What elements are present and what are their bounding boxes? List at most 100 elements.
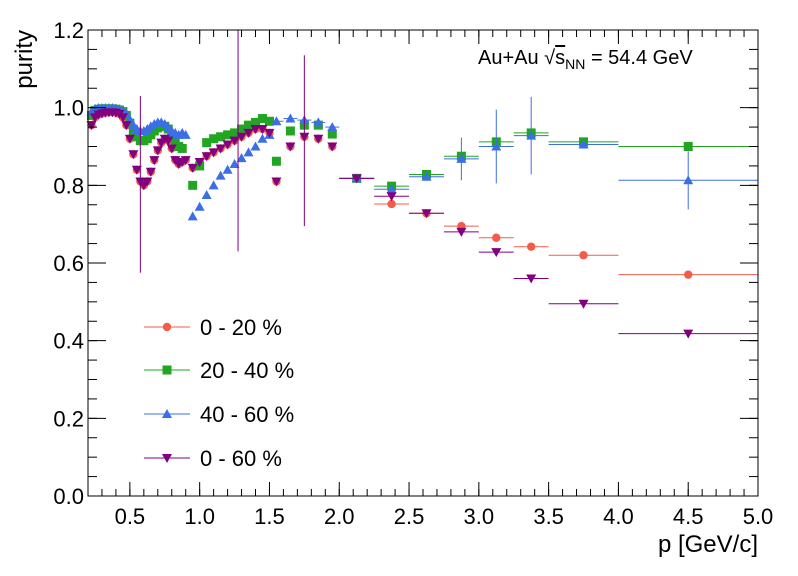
x-tick-label: 3.0 <box>464 504 495 529</box>
data-point <box>117 113 128 123</box>
data-point <box>243 147 254 157</box>
data-point <box>683 175 694 185</box>
annotation-s: s <box>555 47 565 69</box>
data-point <box>215 144 226 154</box>
data-point <box>166 144 177 154</box>
data-point <box>121 121 132 131</box>
data-point <box>257 133 268 143</box>
x-tick-label: 2.5 <box>394 504 425 529</box>
data-point <box>163 136 174 146</box>
x-tick-label: 0.5 <box>115 504 146 529</box>
data-point <box>222 140 233 150</box>
legend-marker <box>162 409 172 418</box>
legend: 0 - 20 % 20 - 40 % 40 - 60 % 0 - 60 % <box>144 315 294 471</box>
data-point <box>216 132 226 142</box>
legend-label: 0 - 20 % <box>200 315 282 340</box>
data-point <box>421 209 432 219</box>
data-point <box>387 199 396 209</box>
annotation-sqrt: √ <box>544 47 555 69</box>
y-tick-label: 0.4 <box>53 329 84 354</box>
data-point <box>131 165 142 175</box>
data-point <box>257 114 267 124</box>
data-point <box>188 180 198 190</box>
data-point <box>86 121 97 131</box>
data-point <box>194 158 205 168</box>
data-point <box>526 274 537 284</box>
legend-label: 0 - 60 % <box>200 446 282 471</box>
plot-marks <box>86 30 758 339</box>
data-point <box>208 148 219 158</box>
data-point <box>180 129 191 139</box>
data-point <box>327 129 337 139</box>
data-point <box>421 171 432 181</box>
x-tick-label: 1.5 <box>254 504 285 529</box>
data-point <box>684 270 693 279</box>
data-point <box>578 299 589 309</box>
data-point <box>264 128 275 138</box>
data-point <box>271 116 282 126</box>
data-point <box>491 141 502 151</box>
data-point <box>313 117 324 127</box>
data-point <box>187 163 198 173</box>
legend-marker <box>162 322 172 332</box>
data-point <box>124 134 135 144</box>
data-point <box>243 128 254 138</box>
legend-item: 0 - 60 % <box>144 446 282 471</box>
data-point <box>579 251 588 260</box>
data-point <box>202 138 212 148</box>
y-tick-label: 1.0 <box>53 96 84 121</box>
data-point <box>285 142 296 152</box>
data-point <box>386 184 397 194</box>
data-point <box>244 120 254 130</box>
legend-label: 20 - 40 % <box>200 358 294 383</box>
series-3 <box>86 30 758 339</box>
data-point <box>194 201 205 211</box>
x-axis-title: p [GeV/c] <box>658 531 758 558</box>
legend-label: 40 - 60 % <box>200 402 294 427</box>
data-point <box>215 170 226 180</box>
data-point <box>149 156 160 166</box>
data-point <box>683 142 693 151</box>
annotation-suffix: = 54.4 GeV <box>585 47 693 69</box>
data-point <box>177 143 187 153</box>
data-point <box>683 329 694 339</box>
data-point <box>491 248 502 258</box>
data-point <box>187 211 198 221</box>
legend-marker <box>162 454 172 463</box>
data-point <box>271 177 282 187</box>
x-tick-label: 4.0 <box>603 504 634 529</box>
data-point <box>230 128 240 138</box>
legend-marker <box>162 365 172 375</box>
collision-annotation: Au+Au √sNN = 54.4 GeV <box>478 47 693 72</box>
y-tick-label: 0.8 <box>53 173 84 198</box>
data-point <box>313 134 324 144</box>
y-tick-label: 0.2 <box>53 406 84 431</box>
annotation-prefix: Au+Au <box>478 47 544 69</box>
data-point <box>236 132 247 142</box>
data-point <box>285 126 295 136</box>
data-point <box>271 156 281 166</box>
data-point <box>456 227 467 237</box>
y-tick-label: 0.0 <box>53 484 84 509</box>
data-point <box>229 136 240 146</box>
data-point <box>327 142 338 152</box>
data-point <box>223 130 233 140</box>
data-point <box>201 152 212 162</box>
data-point <box>456 153 467 163</box>
series-2 <box>86 96 758 221</box>
data-point <box>250 141 261 151</box>
y-tick-label: 0.6 <box>53 251 84 276</box>
y-axis-title: purity <box>11 30 38 89</box>
data-point <box>145 167 156 177</box>
x-tick-label: 3.5 <box>533 504 564 529</box>
y-tick-label: 1.2 <box>53 18 84 43</box>
data-point <box>152 146 163 156</box>
data-point <box>351 174 362 184</box>
annotation-subscript: NN <box>565 56 585 72</box>
data-point <box>142 177 153 187</box>
data-point <box>170 136 180 146</box>
data-point <box>492 233 501 242</box>
legend-item: 40 - 60 % <box>144 402 294 427</box>
